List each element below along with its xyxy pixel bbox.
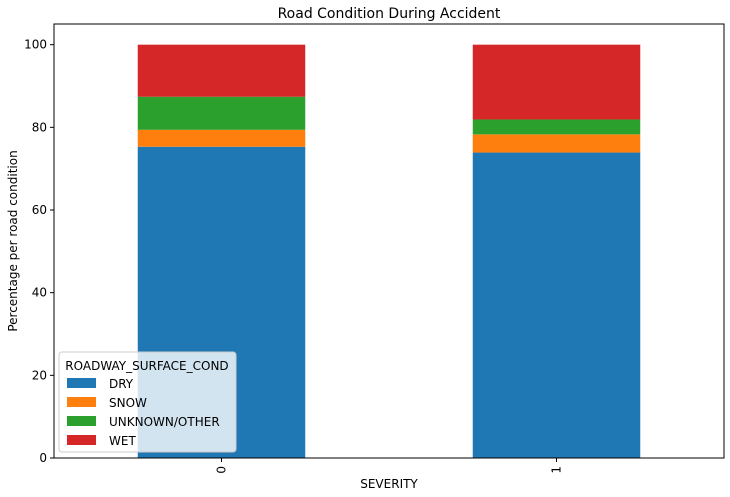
y-tick-label-20: 20: [32, 368, 47, 382]
bar-unknown-other-0: [137, 96, 306, 130]
bar-wet-0: [137, 44, 306, 97]
plot-frame: [53, 23, 725, 459]
x-tick-label-0: 0: [215, 466, 229, 474]
bar-snow-0: [137, 129, 306, 147]
bar-snow-1: [472, 134, 641, 153]
y-tick-label-0: 0: [39, 451, 47, 465]
legend: ROADWAY_SURFACE_COND DRY SNOW UNKNOWN/OTHE…: [58, 351, 237, 453]
legend-items: DRY SNOW UNKNOWN/OTHER WET: [67, 377, 220, 448]
legend-swatch-unknown-other: [67, 416, 96, 426]
legend-label-snow: SNOW: [109, 396, 147, 410]
y-tick-label-40: 40: [32, 286, 47, 300]
legend-label-dry: DRY: [109, 377, 134, 391]
y-tick-label-80: 80: [32, 120, 47, 134]
x-axis-label: SEVERITY: [360, 477, 418, 491]
y-axis-label: Percentage per road condition: [6, 150, 20, 331]
bars: [137, 44, 641, 459]
y-tick-label-100: 100: [24, 38, 47, 52]
chart-title: Road Condition During Accident: [278, 6, 501, 22]
bar-wet-1: [472, 44, 641, 120]
x-tick-label-1: 1: [550, 466, 564, 474]
legend-label-unknown-other: UNKNOWN/OTHER: [109, 415, 220, 429]
legend-box: [58, 351, 237, 453]
legend-label-wet: WET: [109, 434, 136, 448]
legend-title: ROADWAY_SURFACE_COND: [65, 359, 228, 373]
y-tick-label-60: 60: [32, 203, 47, 217]
legend-swatch-dry: [67, 378, 96, 388]
legend-swatch-wet: [67, 435, 96, 445]
legend-swatch-snow: [67, 397, 96, 407]
bar-dry-1: [472, 152, 641, 459]
y-axis: 0 20 40 60 80 100: [24, 38, 54, 465]
bar-unknown-other-1: [472, 119, 641, 135]
